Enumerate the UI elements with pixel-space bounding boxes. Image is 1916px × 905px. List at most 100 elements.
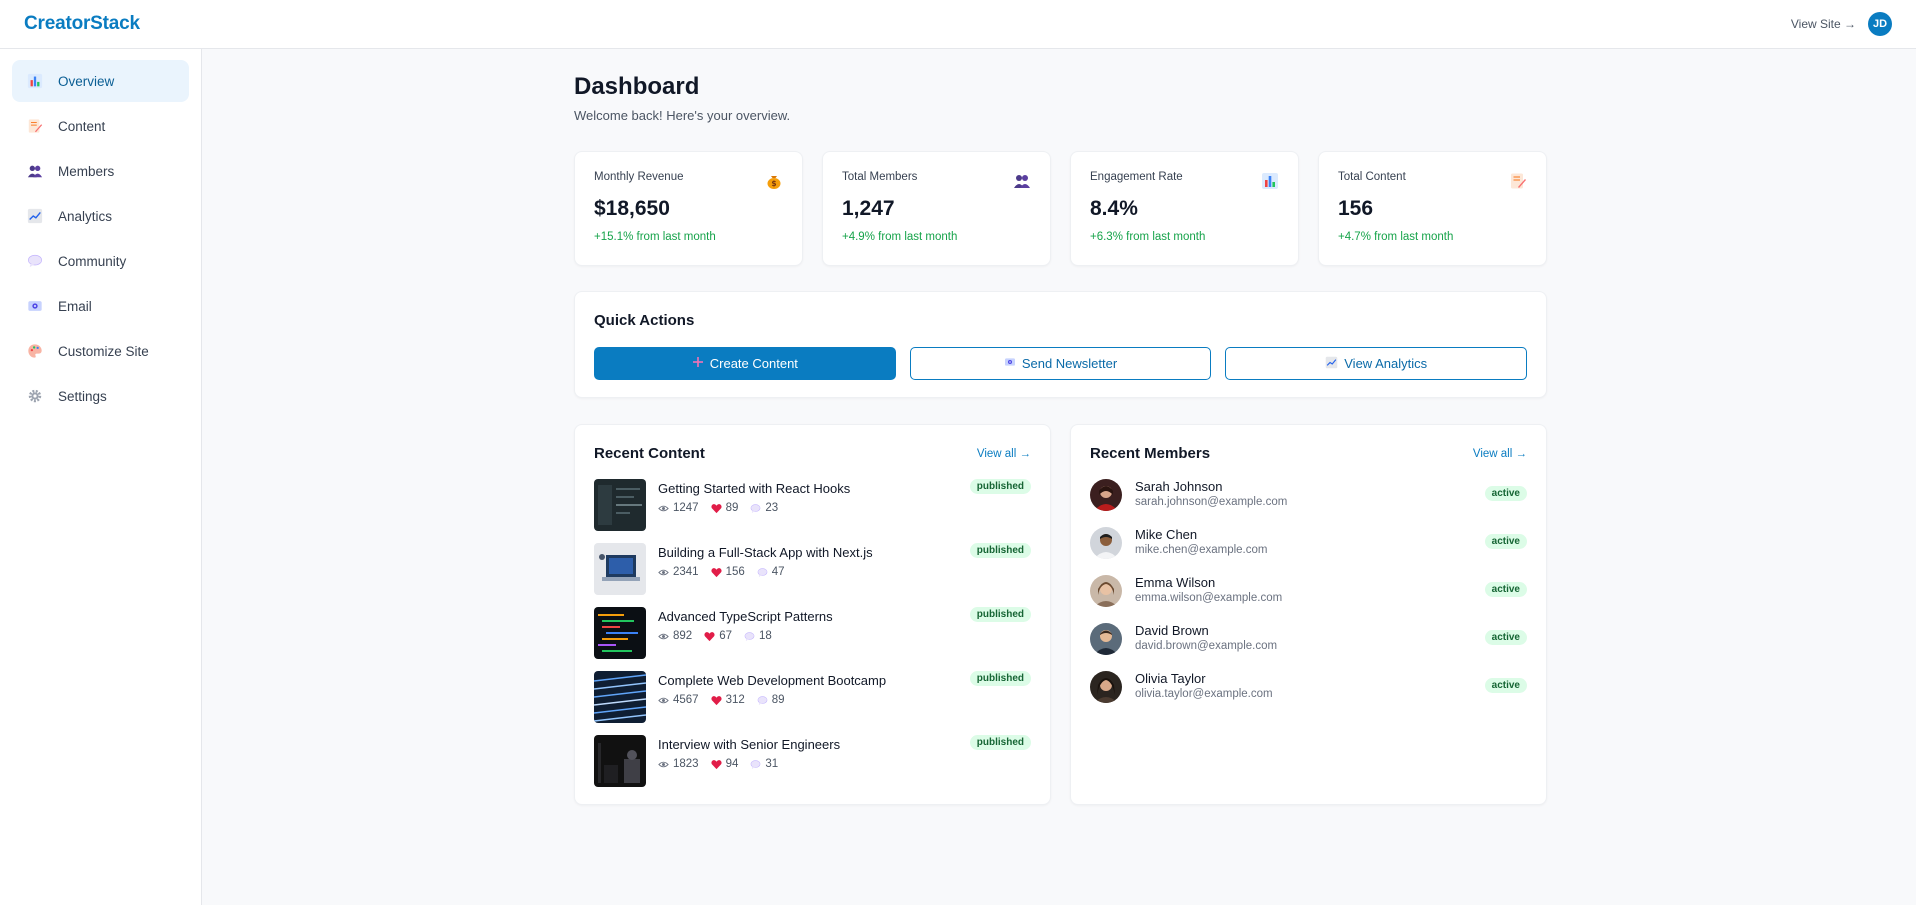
eye-icon <box>658 567 669 578</box>
view-analytics-button[interactable]: View Analytics <box>1225 347 1528 380</box>
chat-icon <box>744 631 755 642</box>
sidebar-item-label: Members <box>58 163 115 179</box>
stat-card-content: Total Content 156 +4.7% from last month <box>1318 151 1547 266</box>
status-badge: active <box>1484 486 1527 501</box>
member-item[interactable]: Mike Chen mike.chen@example.com active <box>1090 525 1527 561</box>
chat-icon <box>750 759 761 770</box>
eye-icon <box>658 695 669 706</box>
button-label: Send Newsletter <box>1021 356 1118 371</box>
heart-icon <box>711 695 722 706</box>
view-all-members-link[interactable]: View all → <box>1472 447 1527 460</box>
email-icon <box>1004 356 1016 371</box>
member-email: david.brown@example.com <box>1135 640 1278 652</box>
sidebar-item-email[interactable]: Email <box>12 285 189 327</box>
content-thumbnail <box>594 479 646 531</box>
comments-count: 18 <box>744 630 772 642</box>
likes-count: 156 <box>711 566 745 578</box>
users-icon <box>26 162 44 180</box>
sidebar-item-label: Customize Site <box>58 343 149 359</box>
stat-card-engagement: Engagement Rate 8.4% +6.3% from last mon… <box>1070 151 1299 266</box>
stat-change: +4.9% from last month <box>842 231 958 243</box>
content-item[interactable]: Advanced TypeScript Patterns 892 67 18 p… <box>594 607 1031 659</box>
content-title: Getting Started with React Hooks <box>658 481 851 496</box>
content-title: Building a Full-Stack App with Next.js <box>658 545 873 560</box>
sidebar-item-overview[interactable]: Overview <box>12 60 189 102</box>
member-item[interactable]: Olivia Taylor olivia.taylor@example.com … <box>1090 669 1527 705</box>
content-thumbnail <box>594 607 646 659</box>
content-item[interactable]: Building a Full-Stack App with Next.js 2… <box>594 543 1031 595</box>
memo-icon <box>26 117 44 135</box>
content-title: Complete Web Development Bootcamp <box>658 673 887 688</box>
sidebar-item-label: Overview <box>58 73 115 89</box>
sidebar-item-settings[interactable]: Settings <box>12 375 189 417</box>
speech-bubble-icon <box>26 252 44 270</box>
view-site-link[interactable]: View Site → <box>1790 17 1856 31</box>
avatar <box>1090 527 1122 559</box>
quick-actions-buttons: Create Content Send Newsletter View Anal… <box>594 347 1528 380</box>
content-stats: 1247 89 23 <box>658 502 778 514</box>
comments-count: 89 <box>757 694 785 706</box>
sidebar-item-customize-site[interactable]: Customize Site <box>12 330 189 372</box>
content-stats: 1823 94 31 <box>658 758 778 770</box>
views-count: 4567 <box>658 694 699 706</box>
member-item[interactable]: Emma Wilson emma.wilson@example.com acti… <box>1090 573 1527 609</box>
views-count: 1823 <box>658 758 699 770</box>
recent-members-title: Recent Members <box>1090 445 1211 462</box>
stat-label: Total Content <box>1338 171 1406 183</box>
sidebar-item-members[interactable]: Members <box>12 150 189 192</box>
likes-count: 89 <box>711 502 738 514</box>
member-name: Emma Wilson <box>1135 575 1216 590</box>
content-item[interactable]: Interview with Senior Engineers 1823 94 … <box>594 735 1031 787</box>
view-all-content-link[interactable]: View all → <box>976 447 1031 460</box>
content-stats: 892 67 18 <box>658 630 772 642</box>
status-badge: published <box>969 607 1031 622</box>
sidebar-item-content[interactable]: Content <box>12 105 189 147</box>
status-badge: active <box>1484 534 1527 549</box>
member-email: olivia.taylor@example.com <box>1135 688 1273 700</box>
likes-count: 94 <box>711 758 738 770</box>
avatar <box>1090 623 1122 655</box>
button-label: View Analytics <box>1344 356 1428 371</box>
logo[interactable]: CreatorStack <box>24 13 140 34</box>
member-name: Olivia Taylor <box>1135 671 1206 686</box>
header-actions: View Site → JD <box>1791 12 1892 36</box>
palette-icon <box>26 342 44 360</box>
status-badge: active <box>1484 630 1527 645</box>
views-count: 1247 <box>658 502 699 514</box>
recent-content-card: Recent Content View all → Getting Starte… <box>574 424 1051 805</box>
sidebar: Overview Content Members Analytics Commu… <box>0 49 202 905</box>
recent-members-card: Recent Members View all → Sarah Johnson … <box>1070 424 1547 805</box>
stat-change: +6.3% from last month <box>1090 231 1206 243</box>
stat-value: 1,247 <box>842 197 895 220</box>
sidebar-item-label: Content <box>58 118 106 134</box>
likes-count: 67 <box>704 630 732 642</box>
avatar <box>1090 479 1122 511</box>
sidebar-item-analytics[interactable]: Analytics <box>12 195 189 237</box>
recent-content-title: Recent Content <box>594 445 705 462</box>
heart-icon <box>704 631 715 642</box>
content-item[interactable]: Getting Started with React Hooks 1247 89… <box>594 479 1031 531</box>
content-thumbnail <box>594 543 646 595</box>
eye-icon <box>658 759 669 770</box>
content-item[interactable]: Complete Web Development Bootcamp 4567 3… <box>594 671 1031 723</box>
member-item[interactable]: David Brown david.brown@example.com acti… <box>1090 621 1527 657</box>
sidebar-item-label: Email <box>58 298 92 314</box>
trend-chart-icon <box>26 207 44 225</box>
button-label: Create Content <box>709 356 798 371</box>
content-stats: 2341 156 47 <box>658 566 785 578</box>
send-newsletter-button[interactable]: Send Newsletter <box>909 347 1212 380</box>
sidebar-item-community[interactable]: Community <box>12 240 189 282</box>
plus-icon <box>692 356 704 371</box>
stat-card-members: Total Members 1,247 +4.9% from last mont… <box>822 151 1051 266</box>
comments-count: 31 <box>750 758 778 770</box>
stat-value: 8.4% <box>1090 197 1138 220</box>
member-item[interactable]: Sarah Johnson sarah.johnson@example.com … <box>1090 477 1527 513</box>
heart-icon <box>711 567 722 578</box>
page-title: Dashboard <box>574 73 700 100</box>
bar-chart-icon <box>1261 172 1279 190</box>
create-content-button[interactable]: Create Content <box>594 347 896 380</box>
likes-count: 312 <box>711 694 745 706</box>
sidebar-item-label: Analytics <box>58 208 113 224</box>
user-avatar[interactable]: JD <box>1868 12 1892 36</box>
member-name: David Brown <box>1135 623 1209 638</box>
